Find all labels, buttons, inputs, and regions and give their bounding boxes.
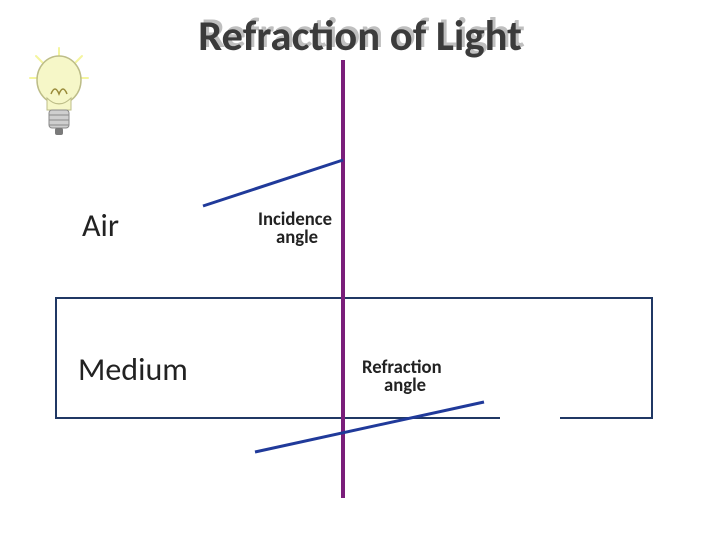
refracted-ray xyxy=(255,402,484,452)
medium-box-gap xyxy=(500,410,560,424)
refraction-angle-label-line2: angle xyxy=(384,376,426,397)
medium-label: Medium xyxy=(78,350,188,389)
incident-ray xyxy=(203,160,343,206)
air-label: Air xyxy=(82,206,119,245)
refraction-diagram xyxy=(0,0,720,540)
incidence-angle-label-line2: angle xyxy=(276,228,318,249)
